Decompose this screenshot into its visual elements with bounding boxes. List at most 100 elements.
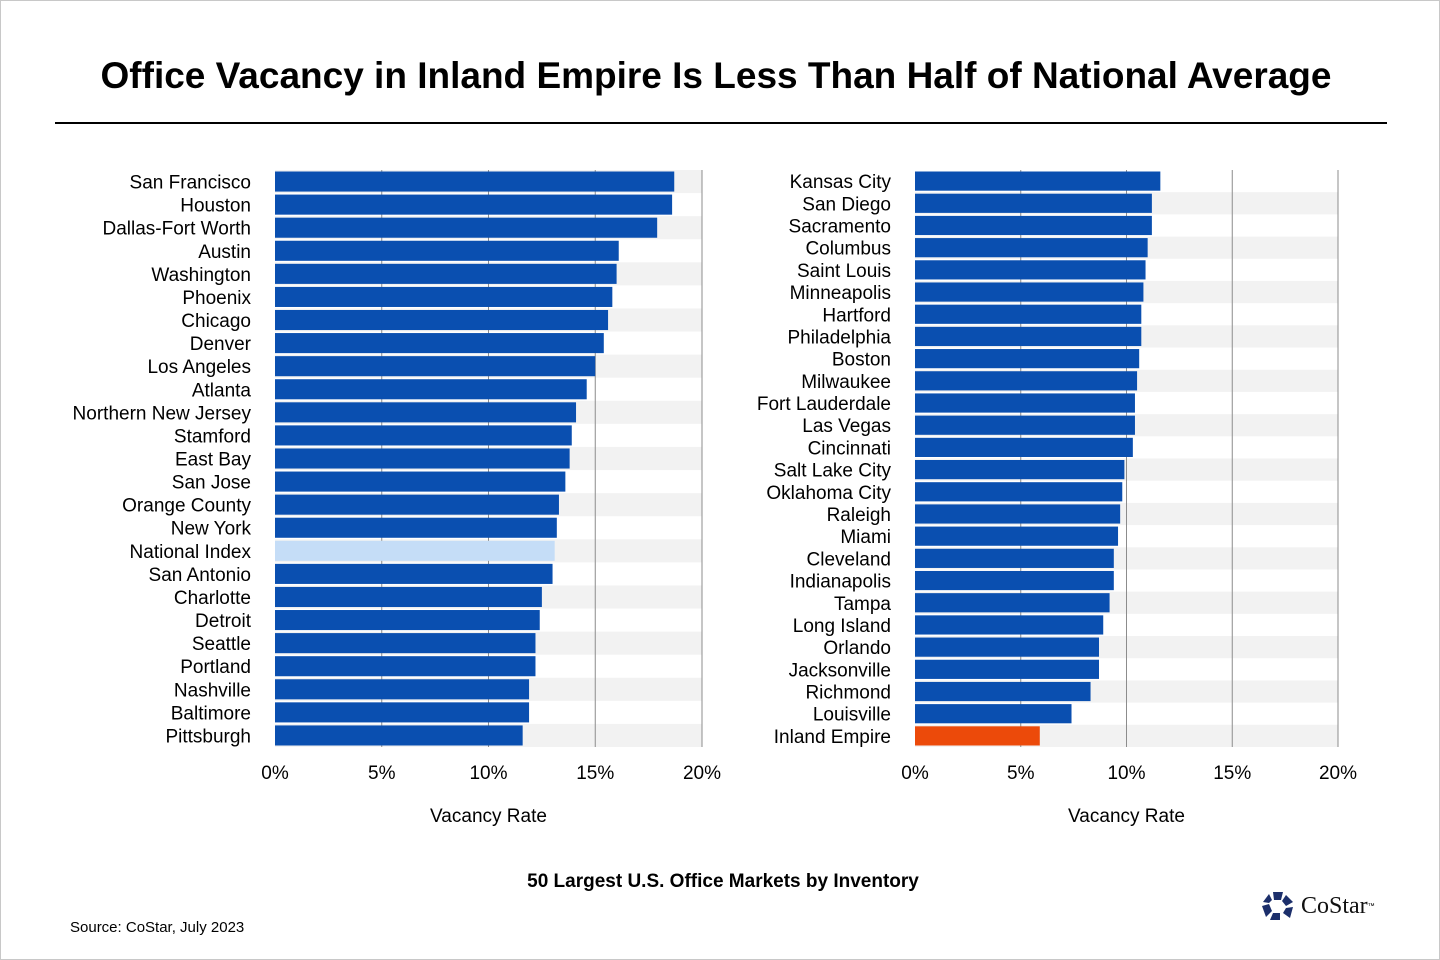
bar-hartford [915, 304, 1142, 324]
category-label: Chicago [181, 311, 251, 332]
category-label: Minneapolis [790, 283, 891, 304]
x-tick-label: 15% [1213, 763, 1251, 784]
category-label: Oklahoma City [766, 483, 891, 504]
bar-milwaukee [915, 371, 1138, 391]
category-label: Cincinnati [808, 438, 891, 459]
bar-northern-new-jersey [275, 402, 577, 423]
category-label: Austin [198, 242, 251, 263]
category-label: East Bay [175, 450, 252, 471]
x-tick-label: 5% [1007, 763, 1035, 784]
bar-raleigh [915, 504, 1121, 524]
category-label: Raleigh [827, 505, 891, 526]
category-label: Saint Louis [797, 261, 891, 282]
costar-logo: CoStar ™ [1261, 891, 1375, 921]
category-label: Long Island [793, 616, 891, 637]
bar-indianapolis [915, 570, 1114, 591]
x-axis-title: Vacancy Rate [430, 806, 547, 827]
category-label: Atlanta [192, 380, 252, 401]
category-label: Sacramento [789, 216, 891, 237]
chart-title: Office Vacancy in Inland Empire Is Less … [100, 55, 1332, 96]
bar-louisville [915, 704, 1072, 724]
bar-sacramento [915, 215, 1152, 236]
category-label: Washington [151, 265, 251, 286]
category-label: Baltimore [171, 703, 251, 724]
x-tick-label: 15% [576, 763, 614, 784]
category-label: San Jose [172, 473, 251, 494]
title-divider [55, 122, 1387, 124]
category-label: Nashville [174, 680, 251, 701]
bar-austin [275, 240, 619, 261]
category-label: Phoenix [182, 288, 251, 309]
category-label: National Index [130, 542, 252, 563]
bar-salt-lake-city [915, 460, 1125, 480]
category-label: San Diego [802, 194, 891, 215]
bar-new-york [275, 517, 557, 538]
category-label: Miami [840, 527, 891, 548]
category-label: Denver [190, 334, 252, 355]
bar-seattle [275, 633, 536, 654]
category-label: Jacksonville [789, 660, 891, 681]
bar-denver [275, 333, 604, 354]
bar-richmond [915, 681, 1091, 702]
bar-tampa [915, 593, 1110, 613]
category-label: Columbus [805, 239, 891, 260]
category-label: Fort Lauderdale [757, 394, 891, 415]
category-label: Inland Empire [774, 727, 891, 748]
category-label: San Antonio [149, 565, 251, 586]
category-label: Salt Lake City [774, 461, 892, 482]
bar-las-vegas [915, 415, 1135, 435]
bar-kansas-city [915, 171, 1161, 191]
bar-detroit [275, 610, 540, 631]
bar-chicago [275, 309, 609, 331]
bar-columbus [915, 238, 1148, 258]
category-label: Milwaukee [801, 372, 891, 393]
bar-orange-county [275, 494, 559, 515]
bar-cleveland [915, 548, 1114, 568]
bar-portland [275, 656, 536, 677]
category-label: Richmond [805, 683, 891, 704]
bar-washington [275, 263, 617, 284]
x-tick-label: 20% [683, 763, 721, 784]
bar-baltimore [275, 702, 530, 723]
category-label: Seattle [192, 634, 251, 655]
bar-saint-louis [915, 260, 1146, 280]
category-label: New York [171, 519, 252, 540]
bar-miami [915, 526, 1119, 546]
bar-los-angeles [275, 356, 596, 377]
category-label: Boston [832, 350, 891, 371]
bar-philadelphia [915, 326, 1142, 347]
bar-inland-empire [915, 726, 1040, 746]
category-label: Portland [180, 657, 251, 678]
category-label: Louisville [813, 705, 891, 726]
bar-jacksonville [915, 659, 1100, 679]
category-label: Orange County [122, 496, 251, 517]
bar-san-francisco [275, 171, 675, 192]
category-label: Philadelphia [787, 327, 891, 348]
category-label: Orlando [823, 638, 891, 659]
bar-fort-lauderdale [915, 393, 1135, 413]
category-label: Las Vegas [802, 416, 891, 437]
source-note: Source: CoStar, July 2023 [70, 919, 245, 936]
category-label: Detroit [195, 611, 252, 632]
bar-minneapolis [915, 282, 1144, 302]
bar-east-bay [275, 448, 570, 469]
bar-charlotte [275, 586, 542, 608]
x-tick-label: 0% [261, 763, 289, 784]
category-label: Dallas-Fort Worth [102, 219, 251, 240]
bar-stamford [275, 425, 572, 446]
costar-star-icon [1262, 892, 1293, 920]
category-label: Houston [180, 196, 251, 217]
category-label: Northern New Jersey [73, 403, 252, 424]
category-label: Cleveland [807, 549, 892, 570]
category-label: Charlotte [174, 588, 251, 609]
bar-houston [275, 194, 673, 215]
category-label: Kansas City [790, 172, 892, 193]
logo-trademark: ™ [1367, 902, 1375, 910]
bar-san-jose [275, 471, 566, 492]
x-tick-label: 0% [901, 763, 929, 784]
category-label: Stamford [174, 426, 251, 447]
bar-nashville [275, 679, 530, 700]
bar-san-antonio [275, 563, 553, 584]
